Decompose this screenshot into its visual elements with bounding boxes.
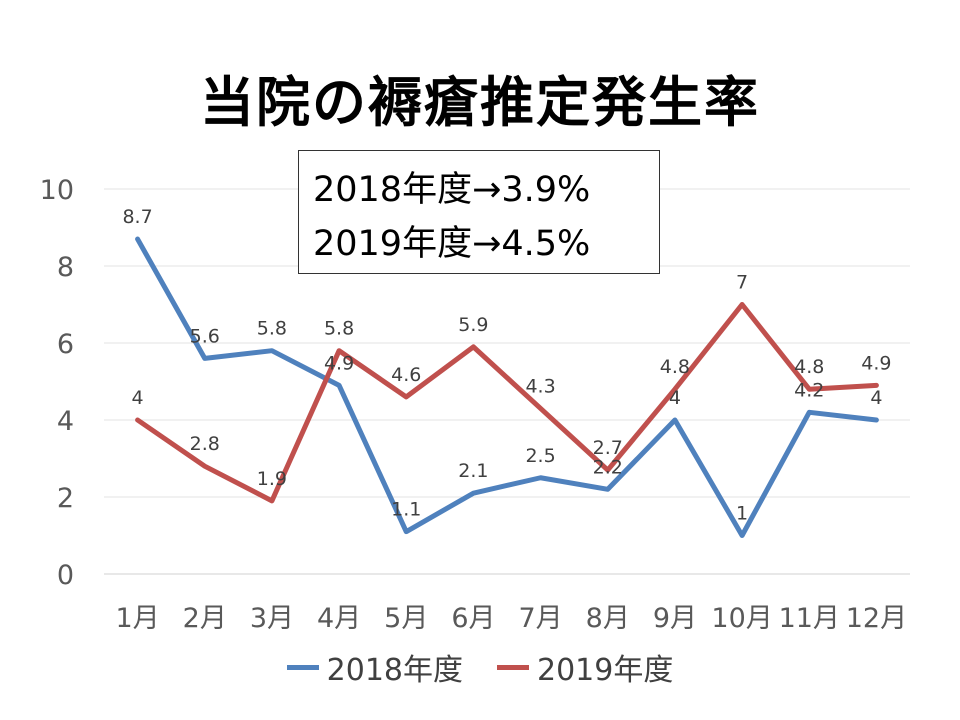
x-tick-label: 12月 [846, 603, 907, 634]
x-tick-label: 6月 [451, 603, 495, 634]
legend-item-2019: 2019年度 [497, 645, 673, 689]
data-label: 5.8 [257, 318, 287, 340]
x-tick-label: 9月 [653, 603, 697, 634]
data-label: 4 [870, 387, 882, 409]
legend-swatch-2018 [286, 664, 319, 670]
series-line-2019年度 [135, 302, 879, 504]
data-label: 5.8 [324, 318, 354, 340]
legend: 2018年度 2019年度 [0, 645, 960, 689]
data-label: 4 [669, 387, 681, 409]
y-tick-label: 4 [57, 406, 74, 437]
y-tick-label: 0 [57, 560, 74, 591]
data-label: 1.1 [391, 499, 421, 521]
x-tick-label: 5月 [384, 603, 428, 634]
data-label: 2.5 [525, 445, 555, 467]
x-tick-label: 4月 [317, 603, 361, 634]
data-label: 1 [736, 503, 748, 525]
data-label: 4.3 [525, 375, 555, 397]
data-label: 5.6 [190, 325, 220, 347]
data-label: 1.9 [257, 468, 287, 490]
x-tick-label: 7月 [518, 603, 562, 634]
y-tick-label: 8 [57, 252, 74, 283]
data-label: 7 [736, 272, 748, 294]
data-label: 4.9 [861, 352, 891, 374]
legend-label-2018: 2018年度 [326, 653, 463, 688]
legend-swatch-2019 [497, 664, 529, 670]
x-tick-label: 1月 [115, 603, 159, 634]
y-tick-label: 2 [57, 483, 74, 514]
x-tick-label: 11月 [779, 603, 840, 634]
x-tick-label: 8月 [586, 603, 630, 634]
y-tick-label: 6 [57, 329, 74, 360]
x-tick-label: 3月 [250, 603, 294, 634]
data-label: 4.8 [794, 356, 824, 378]
rate-summary-box: 2018年度→3.9% 2019年度→4.5% [298, 150, 660, 274]
series-line-2018年度 [135, 236, 879, 538]
y-tick-label: 10 [40, 175, 74, 206]
rate-2018-text: 2018年度→3.9% [313, 170, 591, 210]
data-label: 4.8 [660, 356, 690, 378]
rate-2019-text: 2019年度→4.5% [313, 224, 591, 264]
data-label: 2.1 [458, 460, 488, 482]
legend-item-2018: 2018年度 [286, 645, 463, 689]
data-label: 4 [132, 387, 144, 409]
data-label: 4.9 [324, 352, 354, 374]
data-label: 2.2 [593, 456, 623, 478]
data-label: 2.7 [593, 437, 623, 459]
data-label: 5.9 [458, 314, 488, 336]
chart-title: 当院の褥瘡推定発生率 [200, 71, 760, 134]
x-tick-label: 2月 [183, 603, 227, 634]
data-label: 4.6 [391, 364, 421, 386]
data-label: 2.8 [190, 433, 220, 455]
legend-label-2019: 2019年度 [537, 653, 674, 688]
data-label: 4.2 [794, 379, 824, 401]
x-tick-label: 10月 [711, 603, 772, 634]
data-label: 8.7 [122, 206, 152, 228]
